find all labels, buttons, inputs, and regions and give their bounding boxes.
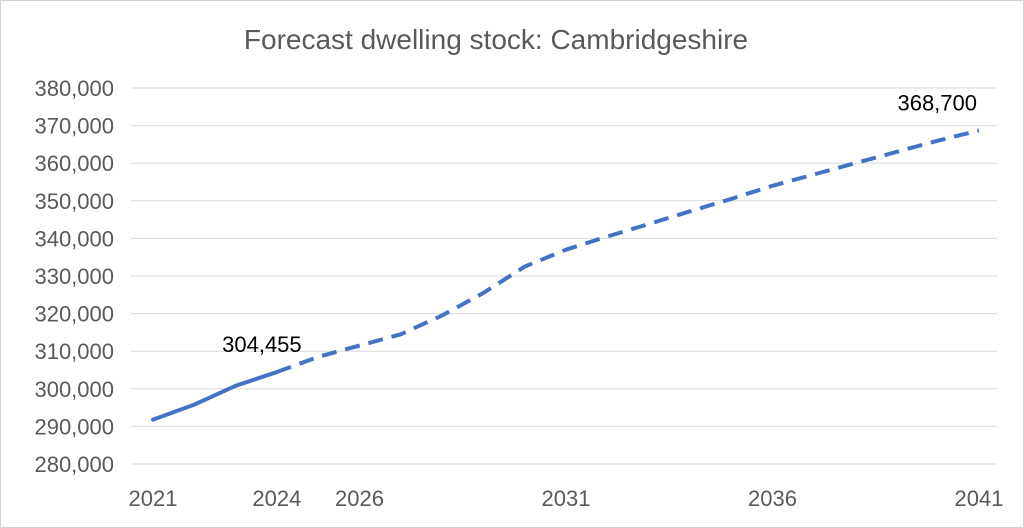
y-axis-tick-labels: 280,000 290,000 300,000 310,000 320,000 330,0… — [34, 76, 114, 477]
y-tick-label: 330,000 — [34, 264, 114, 289]
series-line-forecast — [276, 128, 980, 374]
gridlines — [131, 87, 997, 465]
x-tick-label: 2036 — [748, 486, 797, 511]
x-tick-label: 2041 — [955, 486, 1004, 511]
data-label: 304,455 — [222, 332, 302, 357]
y-tick-label: 280,000 — [34, 452, 114, 477]
data-labels: 304,455 368,700 — [222, 90, 977, 357]
x-tick-label: 2024 — [252, 486, 301, 511]
data-label: 368,700 — [897, 90, 977, 115]
y-tick-label: 380,000 — [34, 76, 114, 101]
y-tick-label: 290,000 — [34, 414, 114, 439]
x-axis-tick-labels: 2021 2024 2026 2031 2036 2041 — [129, 486, 1004, 511]
x-tick-label: 2031 — [542, 486, 591, 511]
y-tick-label: 350,000 — [34, 189, 114, 214]
x-tick-label: 2026 — [335, 486, 384, 511]
series-lines — [151, 128, 980, 422]
y-tick-label: 300,000 — [34, 377, 114, 402]
y-tick-label: 370,000 — [34, 114, 114, 139]
chart-title: Forecast dwelling stock: Cambridgeshire — [244, 24, 748, 55]
y-tick-label: 360,000 — [34, 151, 114, 176]
series-line-actual — [151, 370, 279, 422]
x-tick-label: 2021 — [129, 486, 178, 511]
y-tick-label: 340,000 — [34, 226, 114, 251]
y-tick-label: 320,000 — [34, 302, 114, 327]
y-tick-label: 310,000 — [34, 339, 114, 364]
